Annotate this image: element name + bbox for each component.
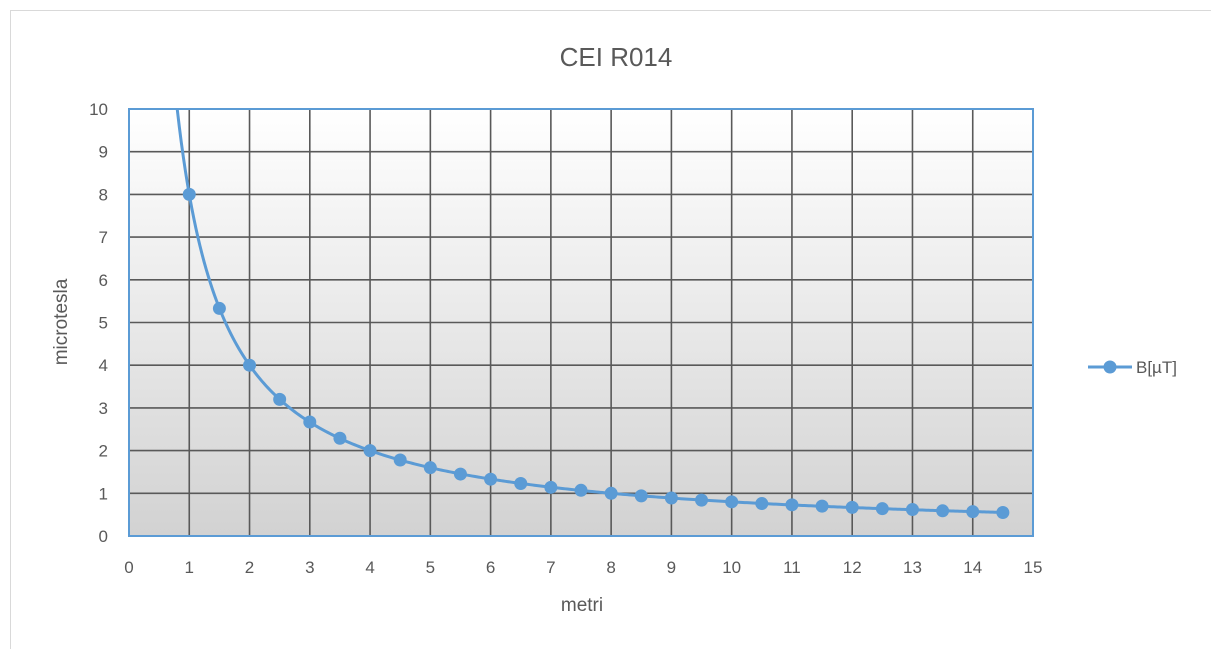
- x-tick-label: 9: [667, 558, 676, 577]
- data-point: [996, 506, 1010, 520]
- y-tick-label: 10: [89, 100, 108, 119]
- y-tick-label: 2: [99, 442, 108, 461]
- data-point: [664, 491, 678, 505]
- x-tick-label: 14: [963, 558, 982, 577]
- x-axis-title: metri: [561, 595, 603, 616]
- series-b-t-: [175, 108, 1010, 520]
- x-tick-label: 4: [365, 558, 374, 577]
- data-point: [875, 502, 889, 516]
- y-tick-label: 4: [99, 356, 108, 375]
- data-point: [393, 453, 407, 467]
- data-point: [243, 358, 257, 372]
- x-tick-label: 3: [305, 558, 314, 577]
- legend: B[µT]: [1088, 358, 1177, 377]
- data-point: [423, 461, 437, 475]
- data-point: [936, 504, 950, 518]
- data-point: [212, 301, 226, 315]
- legend-marker: [1103, 360, 1117, 374]
- x-tick-label: 0: [124, 558, 133, 577]
- y-tick-label: 7: [99, 228, 108, 247]
- x-axis-ticks: 0 1 2 3 4 5 6 7 8 9 10 11 12 13 14 15: [124, 558, 1042, 577]
- grid-lines: [128, 108, 1034, 537]
- data-point: [574, 483, 588, 497]
- y-axis-title: microtesla: [51, 278, 72, 365]
- x-tick-label: 8: [606, 558, 615, 577]
- data-point: [363, 444, 377, 458]
- data-point: [273, 392, 287, 406]
- series-layer: [175, 108, 1010, 520]
- y-tick-label: 1: [99, 484, 108, 503]
- y-tick-label: 6: [99, 271, 108, 290]
- data-point: [333, 431, 347, 445]
- y-tick-label: 3: [99, 399, 108, 418]
- data-point: [905, 503, 919, 517]
- x-tick-label: 15: [1024, 558, 1043, 577]
- x-tick-label: 7: [546, 558, 555, 577]
- y-tick-label: 9: [99, 143, 108, 162]
- data-point: [484, 472, 498, 486]
- data-point: [785, 498, 799, 512]
- data-point: [544, 480, 558, 494]
- data-point: [725, 495, 739, 509]
- y-tick-label: 5: [99, 314, 108, 333]
- x-tick-label: 6: [486, 558, 495, 577]
- data-point: [303, 415, 317, 429]
- y-axis-ticks: 0 1 2 3 4 5 6 7 8 9 10: [89, 100, 108, 546]
- data-point: [966, 505, 980, 519]
- x-tick-label: 12: [843, 558, 862, 577]
- y-tick-label: 8: [99, 185, 108, 204]
- data-point: [634, 489, 648, 503]
- x-tick-label: 11: [783, 558, 801, 577]
- data-point: [182, 187, 196, 201]
- x-tick-label: 2: [245, 558, 254, 577]
- x-tick-label: 13: [903, 558, 922, 577]
- x-tick-label: 5: [426, 558, 435, 577]
- x-tick-label: 10: [722, 558, 741, 577]
- data-point: [514, 476, 528, 490]
- data-point: [695, 493, 709, 507]
- data-point: [604, 486, 618, 500]
- data-point: [453, 467, 467, 481]
- y-tick-label: 0: [99, 527, 108, 546]
- x-tick-label: 1: [185, 558, 194, 577]
- data-point: [845, 500, 859, 514]
- data-point: [755, 497, 769, 511]
- legend-label: B[µT]: [1136, 358, 1177, 377]
- chart-title: CEI R014: [560, 42, 673, 72]
- plot-border: [128, 108, 1034, 537]
- data-point: [815, 499, 829, 513]
